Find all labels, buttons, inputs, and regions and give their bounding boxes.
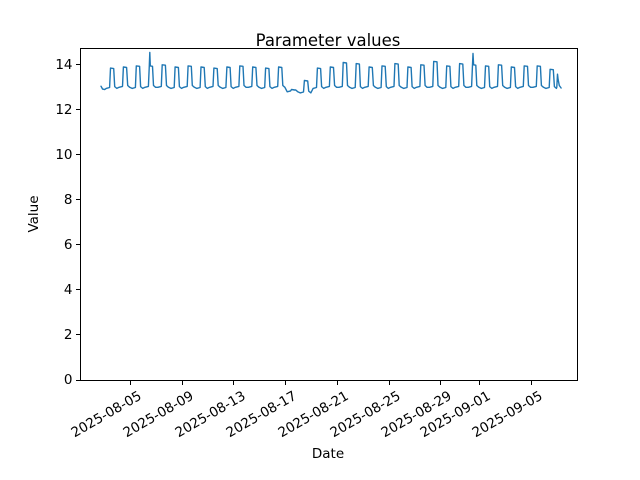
y-tick-mark bbox=[76, 109, 80, 111]
x-tick-mark bbox=[440, 381, 442, 385]
y-tick-label: 0 bbox=[63, 372, 73, 388]
plot-area bbox=[79, 48, 578, 381]
x-tick-mark bbox=[130, 381, 132, 385]
y-tick-mark bbox=[76, 64, 80, 66]
y-tick-label: 6 bbox=[63, 236, 73, 253]
chart-title: Parameter values bbox=[255, 31, 401, 50]
y-tick-label: 4 bbox=[63, 281, 73, 298]
y-tick-label: 12 bbox=[55, 101, 73, 118]
x-tick-mark bbox=[181, 381, 183, 385]
x-tick-mark bbox=[336, 381, 338, 385]
y-tick-label: 2 bbox=[63, 326, 73, 343]
x-axis-label: Date bbox=[311, 446, 345, 462]
y-tick-label: 14 bbox=[55, 56, 73, 73]
y-tick-mark bbox=[76, 334, 80, 336]
y-tick-label: 8 bbox=[63, 191, 73, 208]
y-axis-label-text: Value bbox=[26, 195, 42, 233]
x-tick-mark bbox=[479, 381, 481, 385]
x-tick-mark bbox=[530, 381, 532, 385]
y-tick-mark bbox=[76, 154, 80, 156]
y-tick-mark bbox=[76, 379, 80, 381]
y-tick-label: 10 bbox=[55, 146, 73, 163]
parameter-line bbox=[99, 51, 562, 94]
y-tick-mark bbox=[76, 244, 80, 246]
y-tick-mark bbox=[76, 199, 80, 201]
x-tick-mark bbox=[388, 381, 390, 385]
x-tick-mark bbox=[233, 381, 235, 385]
y-tick-mark bbox=[76, 289, 80, 291]
line-plot-canvas bbox=[99, 51, 562, 94]
x-tick-mark bbox=[285, 381, 287, 385]
